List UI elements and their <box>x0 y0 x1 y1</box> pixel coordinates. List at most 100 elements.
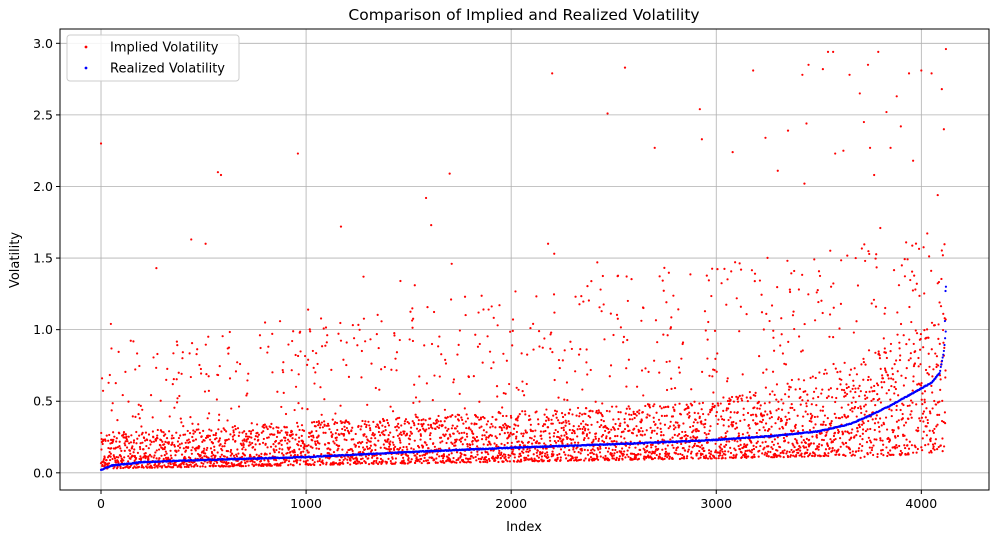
implied-volatility-point <box>623 437 626 440</box>
implied-volatility-point <box>853 367 856 370</box>
implied-volatility-point <box>175 450 178 453</box>
implied-volatility-point <box>554 428 557 432</box>
implied-volatility-point <box>246 379 249 382</box>
implied-volatility-point <box>559 458 562 462</box>
implied-volatility-point <box>249 432 253 435</box>
implied-volatility-point <box>403 430 406 433</box>
implied-volatility-point <box>922 346 925 349</box>
implied-volatility-point <box>437 345 440 348</box>
implied-volatility-point <box>816 454 820 457</box>
implied-volatility-point <box>915 403 918 406</box>
implied-volatility-point <box>837 448 840 451</box>
implied-volatility-point <box>441 440 444 443</box>
implied-volatility-point <box>537 423 540 426</box>
implied-volatility-point <box>234 370 238 373</box>
implied-volatility-point <box>194 430 197 433</box>
implied-volatility-point <box>786 382 789 385</box>
implied-volatility-point <box>816 415 819 418</box>
implied-volatility-point <box>513 460 516 463</box>
implied-volatility-point <box>584 457 587 460</box>
implied-volatility-point <box>458 432 461 435</box>
implied-volatility-point <box>913 274 916 277</box>
implied-volatility-point <box>189 375 192 379</box>
implied-volatility-point <box>616 274 620 277</box>
implied-volatility-point <box>767 450 770 453</box>
implied-volatility-point <box>280 443 283 447</box>
implied-volatility-point <box>893 392 896 395</box>
implied-volatility-point <box>306 459 309 462</box>
implied-volatility-point <box>798 335 801 338</box>
implied-volatility-point <box>272 449 275 452</box>
implied-volatility-point <box>346 451 349 454</box>
implied-volatility-point <box>359 428 362 431</box>
implied-volatility-point <box>895 444 898 447</box>
implied-volatility-point <box>345 363 348 367</box>
implied-volatility-point <box>392 443 395 446</box>
implied-volatility-point <box>895 95 898 98</box>
implied-volatility-point <box>216 451 219 454</box>
implied-volatility-point <box>817 448 820 451</box>
implied-volatility-point <box>861 432 864 435</box>
implied-volatility-point <box>172 378 175 381</box>
implied-volatility-point <box>796 414 799 417</box>
implied-volatility-point <box>571 456 575 460</box>
implied-volatility-point <box>578 303 581 306</box>
implied-volatility-point <box>522 448 525 451</box>
implied-volatility-point <box>195 428 198 431</box>
implied-volatility-point <box>939 305 943 308</box>
implied-volatility-point <box>154 451 157 454</box>
implied-volatility-point <box>907 447 911 450</box>
implied-volatility-point <box>200 461 203 464</box>
implied-volatility-point <box>526 353 529 356</box>
implied-volatility-point <box>821 311 824 315</box>
implied-volatility-point <box>127 400 130 403</box>
implied-volatility-point <box>446 416 449 419</box>
implied-volatility-point <box>912 159 915 162</box>
implied-volatility-point <box>394 426 397 429</box>
implied-volatility-point <box>549 347 552 350</box>
implied-volatility-point <box>702 412 705 416</box>
implied-volatility-point <box>402 459 405 462</box>
implied-volatility-point <box>772 443 775 446</box>
implied-volatility-point <box>678 433 681 436</box>
implied-volatility-point <box>203 447 206 450</box>
implied-volatility-point <box>306 449 309 452</box>
implied-volatility-point <box>652 420 656 423</box>
implied-volatility-point <box>602 420 605 423</box>
implied-volatility-point <box>785 452 788 455</box>
implied-volatility-point <box>885 446 888 449</box>
implied-volatility-point <box>257 438 260 442</box>
implied-volatility-point <box>573 441 577 444</box>
implied-volatility-point <box>628 446 631 449</box>
implied-volatility-point <box>582 420 585 423</box>
implied-volatility-point <box>597 409 600 412</box>
implied-volatility-point <box>545 415 548 419</box>
implied-volatility-point <box>397 426 400 429</box>
implied-volatility-point <box>477 457 480 461</box>
implied-volatility-point <box>300 424 304 427</box>
implied-volatility-point <box>486 461 489 464</box>
implied-volatility-point <box>704 418 707 421</box>
implied-volatility-point <box>476 445 479 448</box>
implied-volatility-point <box>439 420 442 423</box>
implied-volatility-point <box>922 246 925 249</box>
implied-volatility-point <box>902 384 905 387</box>
implied-volatility-point <box>862 378 865 381</box>
implied-volatility-point <box>219 455 222 458</box>
implied-volatility-point <box>411 339 415 343</box>
implied-volatility-point <box>864 429 868 433</box>
implied-volatility-point <box>860 411 863 415</box>
implied-volatility-point <box>459 454 462 458</box>
implied-volatility-point <box>242 465 245 468</box>
implied-volatility-point <box>119 447 122 450</box>
implied-volatility-point <box>575 459 578 462</box>
implied-volatility-point <box>796 430 800 433</box>
implied-volatility-point <box>106 464 109 467</box>
implied-volatility-point <box>552 293 556 296</box>
implied-volatility-point <box>735 453 738 456</box>
implied-volatility-point <box>814 376 817 380</box>
implied-volatility-point <box>126 440 129 443</box>
implied-volatility-point <box>861 428 865 431</box>
implied-volatility-point <box>653 429 656 432</box>
implied-volatility-point <box>770 456 773 459</box>
